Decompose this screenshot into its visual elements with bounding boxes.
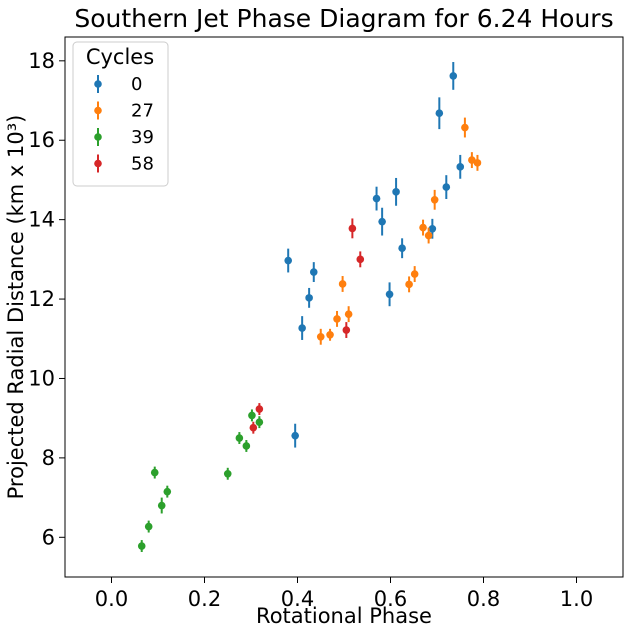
legend-marker [94, 133, 102, 141]
y-tick-label: 10 [28, 366, 55, 390]
legend-title: Cycles [86, 45, 154, 69]
y-tick-label: 12 [28, 287, 55, 311]
data-point [456, 163, 465, 171]
plot-frame [64, 36, 624, 578]
data-point [473, 159, 482, 167]
data-point [249, 423, 258, 432]
data-point [449, 72, 458, 80]
y-tick-label: 8 [42, 446, 55, 470]
data-point [291, 431, 299, 440]
data-point [342, 326, 351, 334]
data-point [372, 194, 381, 203]
data-layer [137, 62, 482, 552]
data-point [378, 217, 386, 226]
tick-layer: 0.0 0.2 0.4 0.6 0.8 1.0 6 8 10 12 14 16 18 [28, 49, 593, 611]
data-point [157, 501, 166, 510]
data-point [344, 310, 353, 318]
legend-entry: 58 [94, 154, 154, 175]
legend-marker [94, 159, 102, 168]
data-point [298, 324, 306, 332]
x-tick-label: 1.0 [560, 587, 593, 611]
data-point [255, 405, 264, 413]
data-point [223, 469, 232, 478]
data-point [405, 280, 413, 289]
x-tick-label: 0.6 [374, 587, 407, 611]
y-tick-label: 14 [28, 208, 55, 232]
legend-entry: 0 [94, 74, 142, 95]
legend-box [72, 41, 169, 187]
data-point [424, 231, 433, 240]
data-point [284, 256, 293, 265]
legend-label: 39 [131, 127, 154, 148]
legend-label: 0 [131, 74, 142, 95]
data-point [385, 290, 394, 299]
series-0 [284, 62, 465, 448]
legend-entry: 39 [94, 127, 154, 148]
data-point [326, 330, 334, 339]
y-tick-label: 16 [28, 128, 55, 152]
data-point [150, 468, 159, 477]
data-point [163, 487, 172, 496]
legend-entry: 27 [94, 101, 154, 122]
data-point [430, 195, 439, 204]
y-axis-label: Projected Radial Distance (km x 10³) [4, 115, 28, 500]
data-point [309, 268, 318, 276]
data-point [348, 224, 357, 233]
legend-label: 58 [131, 154, 154, 175]
data-point [435, 109, 444, 118]
data-point [398, 244, 406, 253]
legend: Cycles 0 27 39 58 [72, 41, 169, 187]
data-point [428, 224, 437, 233]
series-39 [137, 409, 264, 552]
x-tick-label: 0.8 [467, 587, 500, 611]
data-point [242, 442, 251, 450]
data-point [248, 411, 256, 420]
x-axis-label: Rotational Phase [256, 604, 432, 628]
x-tick-label: 0.0 [95, 587, 128, 611]
legend-label: 27 [131, 101, 154, 122]
data-point [338, 280, 347, 288]
data-point [316, 332, 325, 341]
legend-marker [94, 106, 102, 115]
x-tick-label: 0.4 [281, 587, 314, 611]
data-point [442, 183, 451, 191]
series-27 [316, 117, 482, 345]
data-point [144, 522, 153, 531]
data-point [255, 418, 264, 426]
data-point [419, 223, 427, 232]
data-point [410, 270, 419, 278]
chart-title: Southern Jet Phase Diagram for 6.24 Hour… [74, 4, 613, 33]
y-tick-label: 6 [42, 525, 55, 549]
data-point [305, 294, 313, 302]
legend-marker [94, 80, 102, 88]
data-point [392, 188, 400, 196]
x-tick-label: 0.2 [188, 587, 221, 611]
data-point [235, 434, 244, 442]
series-58 [249, 218, 365, 434]
data-point [356, 255, 365, 264]
y-tick-label: 18 [28, 49, 55, 73]
data-point [461, 123, 469, 132]
data-point [137, 542, 146, 550]
data-point [333, 315, 341, 323]
